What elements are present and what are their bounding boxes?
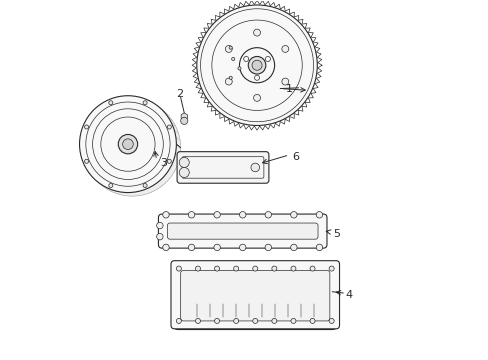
Circle shape bbox=[188, 212, 194, 218]
Circle shape bbox=[213, 212, 220, 218]
Polygon shape bbox=[181, 113, 187, 120]
Circle shape bbox=[250, 163, 259, 172]
FancyBboxPatch shape bbox=[171, 261, 339, 329]
FancyBboxPatch shape bbox=[174, 267, 336, 329]
Circle shape bbox=[167, 125, 171, 129]
Circle shape bbox=[156, 233, 163, 240]
Circle shape bbox=[156, 222, 163, 229]
Circle shape bbox=[196, 5, 317, 126]
Circle shape bbox=[122, 139, 133, 149]
Text: 2: 2 bbox=[176, 89, 183, 99]
Circle shape bbox=[290, 266, 295, 271]
Circle shape bbox=[252, 319, 257, 323]
Circle shape bbox=[233, 266, 238, 271]
Text: 6: 6 bbox=[292, 152, 299, 162]
FancyBboxPatch shape bbox=[158, 214, 326, 248]
FancyBboxPatch shape bbox=[167, 223, 317, 239]
Text: 1: 1 bbox=[285, 84, 292, 94]
Text: 3: 3 bbox=[160, 158, 167, 168]
Circle shape bbox=[167, 159, 171, 163]
FancyBboxPatch shape bbox=[172, 262, 337, 275]
Circle shape bbox=[213, 244, 220, 251]
FancyBboxPatch shape bbox=[180, 270, 329, 321]
Circle shape bbox=[290, 244, 297, 251]
Circle shape bbox=[271, 266, 276, 271]
Circle shape bbox=[252, 266, 257, 271]
Circle shape bbox=[176, 266, 181, 271]
Circle shape bbox=[290, 212, 297, 218]
Circle shape bbox=[238, 67, 241, 70]
Circle shape bbox=[229, 76, 232, 79]
Circle shape bbox=[143, 184, 147, 188]
Circle shape bbox=[179, 157, 189, 167]
Circle shape bbox=[179, 167, 189, 177]
Circle shape bbox=[163, 212, 169, 218]
Circle shape bbox=[229, 46, 232, 49]
Circle shape bbox=[248, 57, 265, 74]
Circle shape bbox=[251, 60, 262, 70]
Circle shape bbox=[239, 244, 245, 251]
Circle shape bbox=[309, 266, 314, 271]
Text: 4: 4 bbox=[345, 290, 352, 300]
Circle shape bbox=[84, 159, 88, 163]
Circle shape bbox=[271, 319, 276, 323]
Circle shape bbox=[328, 266, 333, 271]
Circle shape bbox=[108, 184, 113, 188]
Circle shape bbox=[233, 319, 238, 323]
FancyBboxPatch shape bbox=[177, 152, 268, 183]
Circle shape bbox=[309, 319, 314, 323]
Circle shape bbox=[281, 78, 288, 85]
Circle shape bbox=[214, 266, 219, 271]
Circle shape bbox=[253, 94, 260, 101]
Circle shape bbox=[195, 319, 200, 323]
Circle shape bbox=[108, 101, 113, 105]
Circle shape bbox=[180, 117, 187, 125]
Circle shape bbox=[264, 212, 271, 218]
Circle shape bbox=[239, 212, 245, 218]
Text: 5: 5 bbox=[333, 229, 340, 239]
Circle shape bbox=[195, 266, 200, 271]
Circle shape bbox=[83, 99, 180, 196]
Circle shape bbox=[214, 319, 219, 323]
Circle shape bbox=[176, 319, 181, 323]
Circle shape bbox=[316, 244, 322, 251]
Circle shape bbox=[80, 96, 176, 193]
Circle shape bbox=[188, 244, 194, 251]
Circle shape bbox=[225, 45, 232, 52]
Circle shape bbox=[264, 244, 271, 251]
Circle shape bbox=[118, 134, 137, 154]
Circle shape bbox=[290, 319, 295, 323]
Circle shape bbox=[281, 45, 288, 52]
Circle shape bbox=[163, 244, 169, 251]
Circle shape bbox=[84, 125, 88, 129]
Circle shape bbox=[225, 78, 232, 85]
Circle shape bbox=[253, 29, 260, 36]
Circle shape bbox=[316, 212, 322, 218]
Circle shape bbox=[231, 57, 234, 60]
Circle shape bbox=[143, 101, 147, 105]
Circle shape bbox=[328, 319, 333, 323]
